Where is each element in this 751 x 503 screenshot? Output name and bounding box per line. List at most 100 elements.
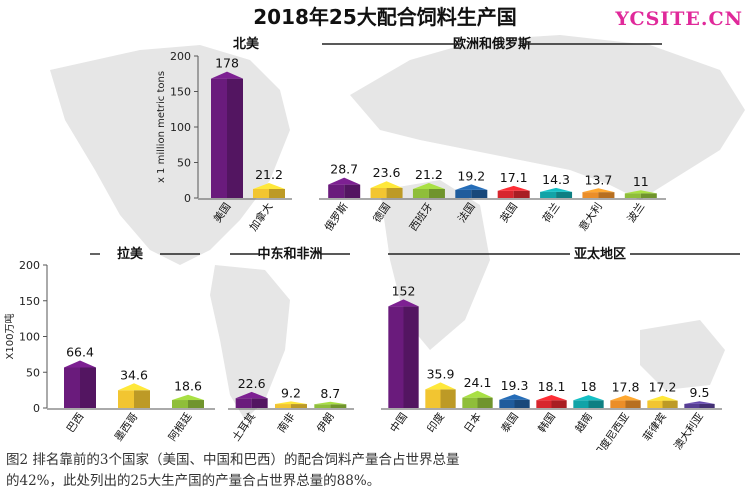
bar-value-label: 23.6 <box>373 165 401 180</box>
bar-cap <box>684 401 715 404</box>
bar <box>388 299 419 408</box>
y-tick-label: 0 <box>184 192 191 205</box>
bar-value-label: 18 <box>581 379 597 394</box>
bar-cap <box>573 395 604 401</box>
bar <box>235 391 268 408</box>
bar <box>573 395 604 408</box>
bar-value-label: 19.2 <box>457 168 485 183</box>
bar-face-left <box>582 192 599 198</box>
bar-cap <box>610 395 641 401</box>
bar-face-right <box>556 191 573 198</box>
category-label: 印度尼西亚 <box>591 410 632 450</box>
panel-5: 亚太地区 152 中国 35.9 印度 24.1 日本 19.3 泰国 18.1 韩国 18 越南 17.… <box>381 246 740 461</box>
bar-value-label: 22.6 <box>238 376 266 391</box>
bar-cap <box>314 401 347 405</box>
bar-face-left <box>412 188 429 198</box>
bar-cap <box>118 383 150 391</box>
bar-cap <box>497 185 530 191</box>
bar <box>610 395 641 408</box>
bar-cap <box>647 395 678 401</box>
bar-face-left <box>684 403 700 408</box>
bar-face-left <box>497 190 514 198</box>
bar-cap <box>455 184 488 190</box>
bar-value-label: 178 <box>215 56 239 71</box>
bar <box>211 71 243 198</box>
bar-cap <box>64 360 96 368</box>
watermark: YCSITE.CN <box>615 8 743 30</box>
bar-value-label: 17.8 <box>612 379 640 394</box>
category-label: 俄罗斯 <box>322 200 351 234</box>
panel-title: 北美 <box>233 36 260 52</box>
category-label: 伊朗 <box>315 411 337 435</box>
y-tick-label: 0 <box>33 402 40 415</box>
category-label: 波兰 <box>625 200 648 225</box>
bar-cap <box>388 299 419 307</box>
bar-face-right <box>588 400 604 408</box>
bar-face-right <box>403 306 419 408</box>
bar-value-label: 14.3 <box>542 172 570 187</box>
bar <box>647 395 678 408</box>
bar-face-right <box>291 404 307 408</box>
bar-face-left <box>624 193 641 198</box>
bar-cap <box>624 190 657 194</box>
bar-cap <box>536 395 567 401</box>
bar-value-label: 11 <box>633 174 649 189</box>
bar-face-right <box>188 400 204 408</box>
y-tick-label: 200 <box>19 259 40 272</box>
bar <box>425 382 456 408</box>
bar <box>370 181 403 198</box>
y-tick-label: 150 <box>170 86 191 99</box>
panel-title: 拉美 <box>117 246 144 262</box>
bar-value-label: 17.2 <box>649 380 677 395</box>
bar-face-left <box>275 404 291 408</box>
bar <box>253 182 285 198</box>
bar-cap <box>253 182 285 189</box>
bar-face-left <box>425 389 441 408</box>
category-label: 荷兰 <box>540 200 563 225</box>
bar-value-label: 13.7 <box>585 172 613 187</box>
bar-value-label: 8.7 <box>320 386 340 401</box>
y-axis-label: x 1 million metric tons <box>156 71 167 183</box>
bar-face-left <box>172 400 188 408</box>
chart-title: 2018年25大配合饲料生产国 <box>253 5 517 29</box>
bar-face-right <box>251 398 268 408</box>
bar-cap <box>582 188 615 193</box>
bar-value-label: 66.4 <box>66 345 94 360</box>
bar-cap <box>275 401 307 405</box>
bar <box>64 360 96 408</box>
bar-value-label: 21.2 <box>255 167 283 182</box>
bar-face-right <box>625 400 641 408</box>
bar-face-left <box>462 397 478 408</box>
bar-value-label: 28.7 <box>330 162 358 177</box>
bar-value-label: 35.9 <box>427 366 455 381</box>
panel-title: 中东和非洲 <box>257 246 322 262</box>
bar-face-right <box>386 187 403 198</box>
bar-cap <box>425 382 456 390</box>
caption-line-2: 的42%，此处列出的25大生产国的产量合占世界总量的88%。 <box>6 473 381 489</box>
category-label: 阿根廷 <box>166 410 195 444</box>
y-axis-label: X100万吨 <box>3 314 16 360</box>
bar-face-left <box>536 400 552 408</box>
bar-value-label: 34.6 <box>120 367 148 382</box>
bar <box>624 190 657 198</box>
bar-cap <box>235 391 268 399</box>
bar-face-left <box>388 306 404 408</box>
bar-cap <box>370 181 403 188</box>
bar-face-left <box>455 189 472 198</box>
bar-cap <box>540 187 573 192</box>
bar-face-right <box>640 193 657 198</box>
bar-value-label: 9.2 <box>281 385 301 400</box>
category-label: 日本 <box>461 410 484 435</box>
bar-face-right <box>269 188 285 198</box>
bar-value-label: 17.1 <box>500 170 528 185</box>
y-tick-label: 100 <box>19 331 40 344</box>
bar <box>455 184 488 198</box>
bar-face-right <box>227 78 243 198</box>
bar <box>275 401 307 408</box>
bar-face-right <box>330 404 347 408</box>
bar-face-left <box>499 399 515 408</box>
figure-caption: 图2 排名靠前的3个国家（美国、中国和巴西）的配合饲料产量合占世界总量 的42%… <box>6 450 746 492</box>
bar-face-left <box>610 400 626 408</box>
category-label: 韩国 <box>535 410 558 435</box>
bar <box>462 390 493 408</box>
